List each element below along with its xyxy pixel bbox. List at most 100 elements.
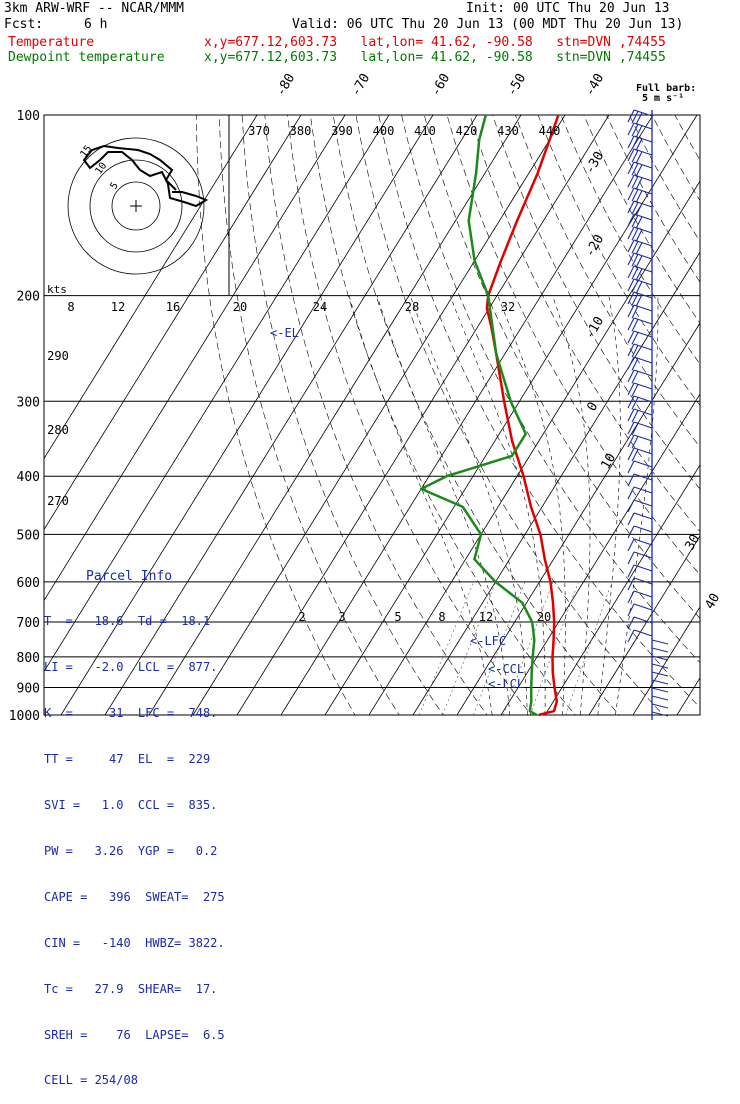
barb-legend-units: 5 m s⁻¹ — [642, 94, 684, 104]
wind-barb-flag — [628, 591, 634, 603]
wind-barb-shaft — [652, 664, 668, 668]
theta-e-label: 12 — [111, 300, 125, 314]
parcel-row: Tc = 27.9 SHEAR= 17. — [44, 982, 254, 997]
wind-barb — [628, 175, 652, 190]
pressure-tick-label: 200 — [17, 290, 40, 305]
mixing-ratio-line — [530, 582, 578, 715]
ccl-annotation: <-CCL — [488, 662, 524, 676]
wind-barb-low — [652, 696, 668, 700]
mixing-ratio-line — [473, 582, 525, 715]
theta-label: 410 — [414, 124, 436, 138]
wind-barb — [628, 136, 652, 151]
theta-label: 420 — [456, 124, 478, 138]
wind-barb-shaft — [634, 565, 652, 571]
isotherm-line — [633, 115, 740, 715]
wind-barb-flag — [628, 513, 634, 525]
lcl-annotation: <-LCL — [488, 677, 524, 691]
theta-label: 380 — [290, 124, 312, 138]
wind-barb-shaft — [634, 526, 652, 532]
dry-adiabat-line — [515, 115, 740, 728]
parcel-row: K = 31 LFC = 748. — [44, 706, 254, 721]
wind-barb-flag — [628, 526, 634, 538]
parcel-row: CELL = 254/08 — [44, 1073, 254, 1088]
wind-barb-shaft — [634, 474, 652, 480]
isotherm-label: -70 — [348, 71, 373, 99]
isotherm-label: -80 — [273, 71, 298, 99]
theta-e-label: 28 — [405, 300, 419, 314]
isotherm-label: -40 — [582, 71, 607, 99]
wind-barb — [628, 227, 652, 242]
pressure-tick-label: 700 — [17, 616, 40, 631]
moist-adiabat-line — [377, 296, 510, 715]
wind-barb — [628, 149, 652, 164]
wind-barb-shaft — [652, 680, 668, 684]
isotherm-line — [721, 115, 740, 715]
isotherm-label: 40 — [702, 591, 723, 612]
wind-barb — [628, 487, 652, 499]
isotherm-label: 10 — [598, 451, 619, 472]
pressure-tick-label: 500 — [17, 528, 40, 543]
wind-barb — [628, 305, 652, 318]
dry-adiabat-line — [356, 115, 675, 728]
wind-barb — [628, 214, 652, 229]
theta-e-label: 8 — [67, 300, 74, 314]
wind-barb-flag — [628, 565, 634, 577]
isotherm-label: -50 — [504, 71, 529, 99]
wind-barb — [628, 292, 652, 307]
wind-barbs — [628, 110, 668, 720]
theta-label: 430 — [497, 124, 519, 138]
el-annotation: <-EL — [270, 326, 299, 340]
pressure-tick-label: 800 — [17, 651, 40, 666]
wind-barb — [628, 162, 652, 177]
wind-barb-low — [652, 640, 668, 644]
dry-adiabat-line — [584, 115, 740, 728]
parcel-row: SREH = 76 LAPSE= 6.5 — [44, 1028, 254, 1043]
parcel-row: TT = 47 EL = 229 — [44, 752, 254, 767]
isotherm-line — [589, 115, 740, 715]
wind-barb-shaft — [634, 500, 652, 506]
wind-barb-shaft — [652, 648, 668, 652]
isotherm-line — [457, 115, 740, 715]
wind-barb — [628, 513, 652, 525]
wind-barb — [628, 188, 652, 203]
mixing-ratio-line — [503, 582, 553, 715]
mixing-ratio-label: 5 — [394, 610, 401, 624]
theta-label: 400 — [373, 124, 395, 138]
wind-barb-shaft — [634, 461, 652, 467]
dry-adiabat-line — [470, 115, 740, 728]
wind-barb — [628, 578, 652, 590]
isotherm-label: -20 — [582, 232, 607, 260]
wind-barb-flag — [628, 500, 634, 512]
lfc-annotation: <-LFC — [470, 634, 506, 648]
mixing-ratio-label: 2 — [298, 610, 305, 624]
dry-adiabat-line — [629, 115, 740, 728]
theta-label-lower: 270 — [47, 494, 69, 508]
wind-barb-shaft — [652, 640, 668, 644]
wind-barb-shaft — [634, 578, 652, 584]
wind-barb-shaft — [634, 630, 652, 636]
pressure-tick-label: 100 — [17, 109, 40, 124]
parcel-row: CAPE = 396 SWEAT= 275 — [44, 890, 254, 905]
isotherm-line — [545, 115, 740, 715]
wind-barb-flag — [628, 630, 634, 642]
dry-adiabat-line — [242, 115, 452, 728]
parcel-row: PW = 3.26 YGP = 0.2 — [44, 844, 254, 859]
pressure-tick-label: 1000 — [9, 709, 40, 724]
mixing-ratio-label: 20 — [537, 610, 551, 624]
wind-barb-shaft — [652, 688, 668, 692]
theta-e-label: 24 — [313, 300, 327, 314]
wind-barb-low — [652, 680, 668, 684]
theta-label: 440 — [539, 124, 561, 138]
theta-label-lower: 280 — [47, 423, 69, 437]
mixing-ratio-label: 3 — [338, 610, 345, 624]
wind-barb-low — [652, 704, 668, 708]
mixing-ratio-line — [419, 582, 474, 715]
parcel-info-title: Parcel Info — [44, 569, 254, 584]
dry-adiabat-line — [402, 115, 740, 728]
sounding-traces — [421, 115, 558, 715]
pressure-tick-label: 300 — [17, 395, 40, 410]
wind-barb-low — [652, 688, 668, 692]
wind-barb-shaft — [652, 672, 668, 676]
dry-adiabat-line — [675, 115, 740, 728]
theta-e-label: 16 — [166, 300, 180, 314]
